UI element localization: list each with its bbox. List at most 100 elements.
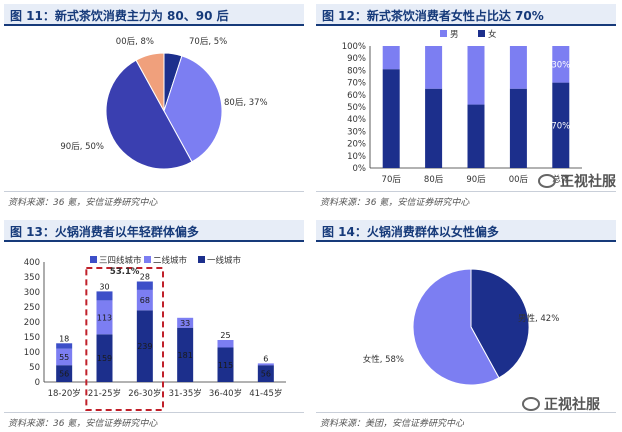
data-label: 70% (551, 121, 570, 131)
watermark: 正视社服 (538, 171, 616, 191)
bar-segment (177, 327, 194, 382)
pie-slice (470, 268, 530, 379)
bar-segment (217, 340, 234, 348)
bar-segment (56, 343, 73, 349)
data-label: 33 (180, 319, 190, 328)
bar-segment (382, 69, 400, 168)
pie-slice (105, 59, 193, 170)
legend-swatch (440, 30, 447, 37)
bar-segment (136, 281, 153, 290)
y-tick-label: 20% (347, 140, 366, 150)
slice-label: 男性, 42% (518, 313, 559, 324)
bar-segment (136, 310, 153, 382)
data-label: 25 (220, 331, 230, 340)
legend-swatch (90, 256, 97, 263)
bar-segment (56, 348, 73, 366)
legend-label: 男 (450, 30, 459, 40)
legend-swatch (478, 30, 485, 37)
panel-title: 图 11：新式茶饮消费主力为 80、90 后 (4, 4, 304, 26)
data-label: 55 (59, 353, 69, 362)
y-tick-label: 100% (342, 42, 366, 52)
y-tick-label: 200 (24, 318, 40, 328)
data-label: 56 (59, 370, 69, 379)
y-tick-label: 50% (347, 103, 366, 113)
y-tick-label: 350 (24, 273, 40, 283)
panel-fig14: 图 14：火锅消费群体以女性偏多 男性, 42% 女性, 58% 正视社服 资料来… (316, 220, 616, 432)
x-tick-label: 26-30岁 (128, 388, 161, 399)
data-label: 6 (263, 354, 268, 363)
source-note: 资料来源：36 氪，安信证券研究中心 (8, 419, 158, 429)
legend-label: 一线城市 (207, 255, 242, 266)
pie-slice (412, 268, 500, 386)
legend-swatch (144, 256, 151, 263)
x-tick-label: 31-35岁 (169, 388, 202, 399)
x-tick-label: 36-40岁 (209, 388, 242, 399)
bar-segment (467, 46, 485, 105)
bar-segment (217, 347, 234, 382)
y-tick-label: 0% (353, 164, 367, 174)
pie-slice (135, 52, 165, 112)
data-label: 30 (99, 282, 109, 291)
bar-segment (96, 291, 113, 301)
y-tick-label: 80% (347, 66, 366, 76)
data-label: 56 (261, 370, 271, 379)
bar-segment (257, 365, 274, 382)
divider (316, 412, 616, 413)
legend-label: 三四线城市 (99, 255, 142, 266)
y-tick-label: 10% (347, 152, 366, 162)
panel-title: 图 14：火锅消费群体以女性偏多 (316, 220, 616, 242)
bar-segment (467, 104, 485, 168)
x-tick-label: 41-45岁 (249, 388, 282, 399)
bar-segment (552, 82, 570, 168)
data-label: 68 (140, 296, 150, 305)
legend-label: 二线城市 (153, 255, 188, 266)
x-tick-label: 80后 (424, 174, 444, 185)
divider (4, 412, 304, 413)
bar-segment (552, 46, 570, 83)
y-tick-label: 150 (24, 333, 40, 343)
bar-segment (96, 334, 113, 382)
pie-slice (163, 55, 223, 163)
bar-segment (177, 317, 194, 328)
panel-fig13: 图 13：火锅消费者以年轻群体偏多 0 50 100 150 200 250 300 350 4… (4, 220, 304, 432)
panel-fig11: 图 11：新式茶饮消费主力为 80、90 后 70后, 5% 80后, 37% 90… (4, 4, 304, 216)
annotation-label: 53.1% (110, 267, 140, 277)
x-tick-label: 90后 (466, 174, 486, 185)
panel-fig12: 图 12：新式茶饮消费者女性占比达 70% 0% 10% 20% 30% 40% 50% 6… (316, 4, 616, 216)
data-label: 239 (137, 342, 152, 351)
chart-pie-gender: 男性, 42% 女性, 58% (363, 268, 559, 386)
y-tick-label: 0 (35, 378, 40, 388)
slice-label: 80后, 37% (224, 97, 268, 108)
data-label: 28 (140, 273, 150, 282)
chart-pie-age: 70后, 5% 80后, 37% 90后, 50% 00后, 8% (60, 36, 268, 170)
data-label: 159 (97, 354, 112, 363)
y-tick-label: 300 (24, 288, 40, 298)
slice-label: 90后, 50% (60, 141, 104, 152)
y-tick-label: 90% (347, 54, 366, 64)
watermark: 正视社服 (522, 394, 600, 414)
bar-segment (257, 363, 274, 366)
bar-segment (382, 46, 400, 70)
bar-segment (425, 88, 443, 168)
y-tick-label: 30% (347, 127, 366, 137)
y-tick-label: 60% (347, 91, 366, 101)
y-tick-label: 250 (24, 303, 40, 313)
x-tick-label: 00后 (509, 174, 529, 185)
source-note: 资料来源：36 氪，安信证券研究中心 (8, 198, 158, 208)
chart-gender-share: 0% 10% 20% 30% 40% 50% 60% 70% 80% 90% 100% 70后 80后 9… (342, 29, 582, 185)
divider (316, 191, 616, 192)
x-tick-label: 18-20岁 (48, 388, 81, 399)
bar-segment (509, 88, 527, 168)
slice-label: 00后, 8% (116, 36, 154, 47)
y-tick-label: 400 (24, 258, 40, 268)
y-tick-label: 40% (347, 115, 366, 125)
data-label: 181 (178, 351, 193, 360)
source-note: 资料来源：美团，安信证券研究中心 (320, 419, 465, 429)
slice-label: 70后, 5% (189, 36, 227, 47)
divider (4, 191, 304, 192)
panel-title: 图 13：火锅消费者以年轻群体偏多 (4, 220, 304, 242)
bar-segment (136, 289, 153, 311)
bar-segment (425, 46, 443, 89)
legend-swatch (198, 256, 205, 263)
data-label: 18 (59, 334, 69, 343)
